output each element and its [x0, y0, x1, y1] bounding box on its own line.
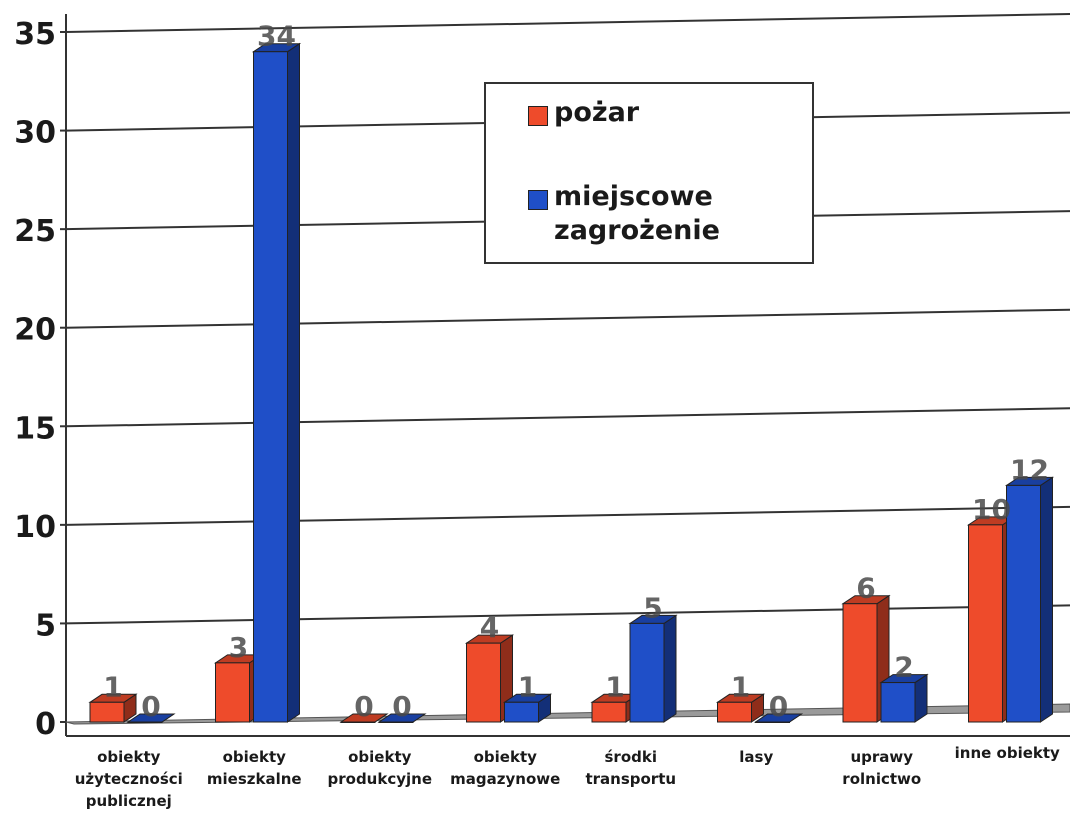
bar-miejscowe-zagrozenie-4	[628, 614, 678, 723]
bar-miejscowe-zagrozenie-6	[879, 673, 929, 723]
y-tick-label-0: 0	[35, 707, 56, 742]
x-category-label-line: inne obiekty	[954, 744, 1060, 762]
legend: pożar miejscowe zagrożenie	[484, 82, 814, 264]
bar-front	[340, 721, 376, 723]
data-label-miejscowe-zagrozenie-3: 1	[518, 670, 537, 703]
data-label-pozar-6: 6	[856, 572, 875, 605]
bar-front	[968, 524, 1003, 723]
bar-front	[629, 622, 665, 723]
bar-front	[378, 721, 414, 723]
x-category-label-line: produkcyjne	[327, 770, 433, 788]
x-category-label-line: obiekty	[473, 748, 537, 766]
bar-front	[215, 662, 250, 723]
bar-front	[755, 721, 790, 723]
x-category-label-2: obiekty produkcyjne	[315, 746, 445, 790]
legend-swatch-miejscowe-zagrozenie	[528, 190, 548, 210]
bar-front	[127, 721, 163, 723]
data-label-pozar-7: 10	[972, 493, 1011, 526]
bar-pozar-2	[339, 713, 389, 723]
x-category-label-line: środki	[604, 748, 658, 766]
gridline-15	[65, 407, 1070, 428]
bar-side	[1040, 476, 1053, 723]
x-category-label-line: mieszkalne	[206, 770, 302, 788]
data-label-miejscowe-zagrozenie-1: 34	[257, 20, 296, 53]
bar-front	[717, 701, 752, 723]
bar-miejscowe-zagrozenie-1	[251, 42, 302, 723]
x-category-label-0: obiekty użyteczności publicznej	[64, 746, 194, 812]
gridline-20	[65, 308, 1070, 329]
data-label-miejscowe-zagrozenie-6: 2	[894, 651, 913, 684]
bar-miejscowe-zagrozenie-5	[753, 713, 804, 723]
x-category-label-5: lasy	[691, 746, 821, 768]
gridline-35	[65, 13, 1070, 33]
bar-side	[287, 42, 300, 723]
data-label-pozar-1: 3	[229, 631, 248, 664]
x-category-label-line: uprawy	[850, 748, 914, 766]
bar-pozar-3	[464, 634, 515, 723]
data-label-pozar-5: 1	[731, 670, 750, 703]
y-axis-ticks: 0 5 10 15 20 25 30 35	[14, 17, 66, 742]
axes	[65, 14, 1070, 737]
x-category-label-line: publicznej	[85, 792, 172, 810]
y-tick-label-30: 30	[14, 116, 56, 151]
y-tick-label-20: 20	[14, 313, 56, 348]
x-category-label-6: uprawy rolnictwo	[817, 746, 947, 790]
bar-pozar-6	[841, 594, 891, 723]
y-tick-label-25: 25	[14, 214, 56, 249]
y-tick-label-35: 35	[14, 17, 56, 52]
x-category-label-line: transportu	[585, 770, 677, 788]
bar-front	[466, 642, 501, 723]
data-label-miejscowe-zagrozenie-5: 0	[769, 690, 788, 723]
bar-front	[880, 682, 916, 723]
y-tick-label-5: 5	[35, 608, 56, 643]
data-label-miejscowe-zagrozenie-4: 5	[643, 591, 662, 624]
bar-miejscowe-zagrozenie-7	[1004, 476, 1055, 723]
bar-pozar-5	[715, 693, 766, 723]
bar-miejscowe-zagrozenie-3	[502, 693, 553, 723]
x-category-label-7: inne obiekty	[942, 742, 1070, 764]
x-category-label-line: magazynowe	[450, 770, 561, 788]
data-label-pozar-2: 0	[354, 690, 373, 723]
y-tick-label-10: 10	[14, 510, 56, 545]
gridline-10	[65, 505, 1070, 526]
bars	[88, 42, 1055, 723]
bar-front	[504, 701, 539, 723]
x-category-label-line: obiekty	[348, 748, 412, 766]
data-label-pozar-4: 1	[605, 670, 624, 703]
bar-miejscowe-zagrozenie-2	[377, 713, 427, 723]
x-category-label-line: użyteczności	[74, 770, 183, 788]
bar-front	[253, 51, 288, 723]
legend-item-pozar: pożar	[528, 96, 640, 130]
y-tick-label-15: 15	[14, 411, 56, 446]
bar-front	[89, 701, 125, 723]
x-category-label-1: obiekty mieszkalne	[189, 746, 319, 790]
x-category-label-line: obiekty	[222, 748, 286, 766]
x-category-label-line: obiekty	[97, 748, 161, 766]
data-label-miejscowe-zagrozenie-0: 0	[141, 690, 160, 723]
data-label-pozar-3: 4	[480, 611, 499, 644]
bar-front	[1006, 484, 1041, 723]
legend-swatch-pozar	[528, 106, 548, 126]
x-category-label-line: rolnictwo	[842, 770, 922, 788]
data-label-miejscowe-zagrozenie-7: 12	[1010, 453, 1049, 486]
legend-item-miejscowe-zagrozenie: miejscowe zagrożenie	[528, 180, 754, 248]
x-category-label-line: lasy	[739, 748, 774, 766]
bar-front	[842, 603, 878, 723]
legend-label-miejscowe-zagrozenie: miejscowe zagrożenie	[554, 181, 720, 246]
data-label-pozar-0: 1	[103, 670, 122, 703]
x-category-label-4: środki transportu	[566, 746, 696, 790]
bar-side	[663, 614, 677, 723]
data-label-miejscowe-zagrozenie-2: 0	[392, 690, 411, 723]
gridline-5	[65, 604, 1070, 625]
bar-miejscowe-zagrozenie-0	[126, 713, 176, 723]
x-category-label-3: obiekty magazynowe	[440, 746, 570, 790]
bar-front	[591, 701, 627, 723]
bar-pozar-0	[88, 693, 138, 723]
legend-label-pozar: pożar	[554, 97, 640, 128]
